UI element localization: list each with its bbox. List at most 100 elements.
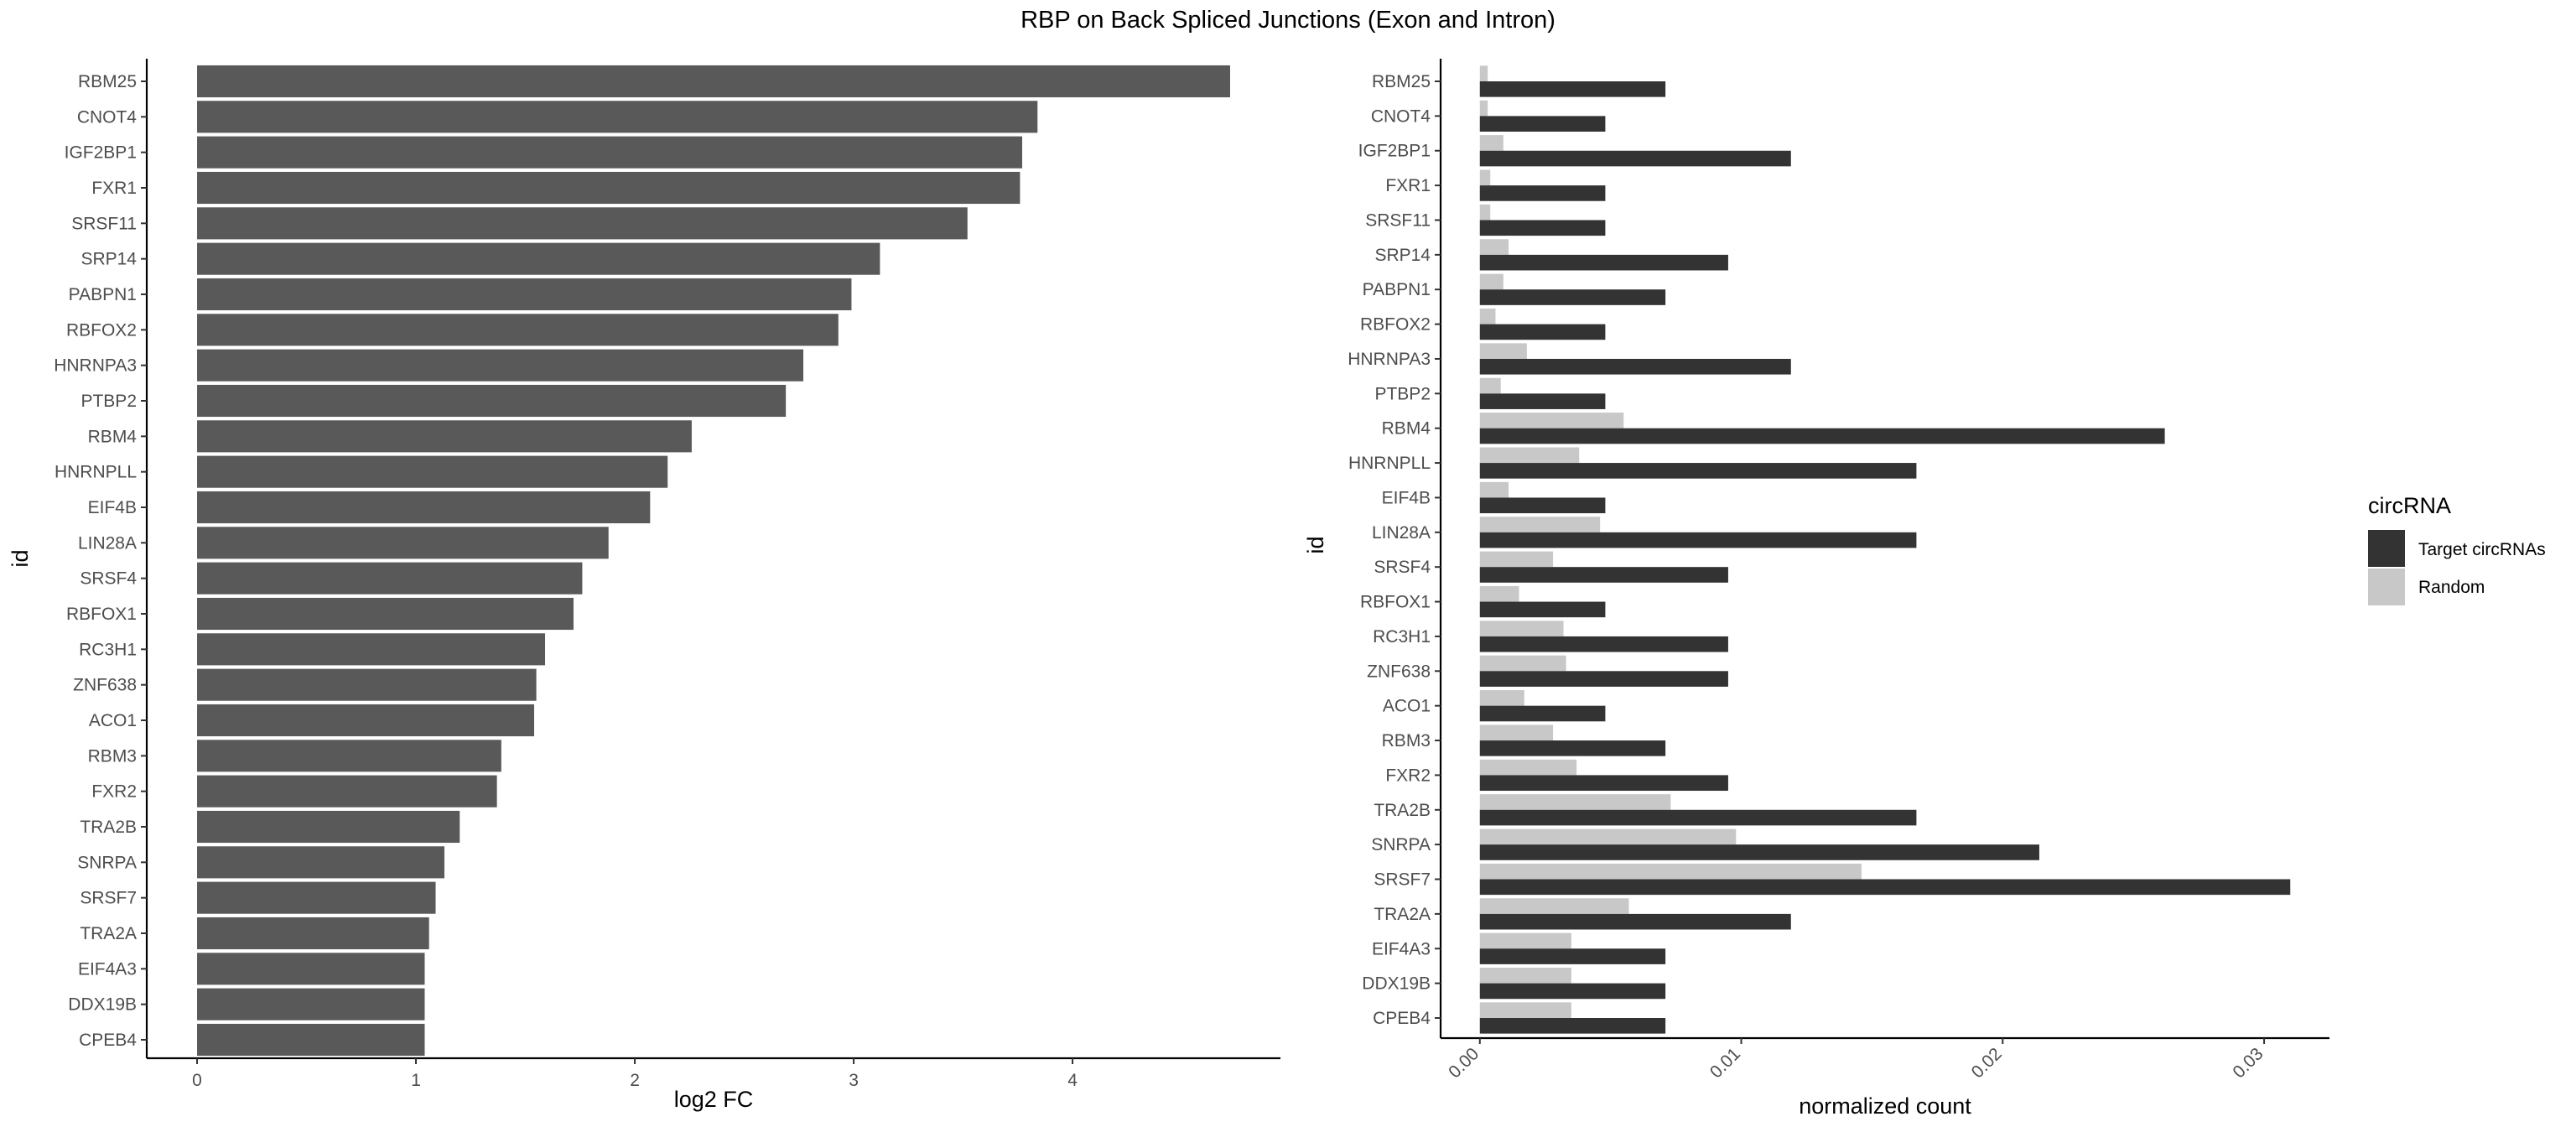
y-tick-label: FXR1 [1385, 176, 1431, 195]
bar-random-znf638 [1479, 655, 1566, 672]
bar-target-srsf4 [1479, 567, 1728, 583]
bar-rbm3 [197, 740, 501, 772]
bar-rbfox1 [197, 597, 574, 631]
x-tick-label: 0.01 [1706, 1044, 1744, 1082]
y-tick-label: EIF4B [88, 498, 137, 517]
right-y-axis-label: id [1303, 536, 1328, 553]
bar-random-eif4b [1479, 481, 1509, 498]
y-tick-label: RBM25 [78, 72, 137, 91]
y-tick-label: ZNF638 [1367, 662, 1431, 681]
bar-snrpa [197, 846, 444, 879]
bar-target-rbm4 [1479, 428, 2165, 444]
x-tick-label: 4 [1067, 1071, 1078, 1090]
y-tick-label: LIN28A [1372, 523, 1431, 543]
y-tick-label: FXR1 [91, 179, 137, 198]
x-tick-label: 2 [630, 1071, 640, 1090]
bar-lin28a [197, 527, 609, 559]
legend-swatch-target [2368, 530, 2405, 567]
y-tick-label: RBFOX2 [66, 320, 137, 340]
bar-fxr2 [197, 775, 497, 808]
y-tick-label: HNRNPA3 [54, 356, 137, 376]
bar-target-rc3h1 [1479, 636, 1728, 652]
bar-cnot4 [197, 101, 1038, 133]
bar-random-ptbp2 [1479, 377, 1501, 394]
bar-target-tra2b [1479, 809, 1917, 826]
bar-random-rc3h1 [1479, 621, 1564, 636]
x-tick-label: 0.03 [2229, 1044, 2267, 1082]
bar-random-rbfox1 [1479, 585, 1519, 602]
bar-tra2b [197, 810, 460, 844]
x-tick-label: 0 [192, 1071, 202, 1090]
y-tick-label: LIN28A [78, 533, 137, 553]
bar-srsf7 [197, 881, 436, 914]
y-tick-label: HNRNPLL [1348, 454, 1431, 473]
y-tick-label: DDX19B [1362, 974, 1431, 994]
y-tick-label: RBM25 [1372, 72, 1431, 91]
bar-rbfox2 [197, 314, 839, 346]
bar-random-lin28a [1479, 517, 1601, 532]
bar-random-ddx19b [1479, 968, 1571, 984]
bar-random-cnot4 [1479, 100, 1488, 117]
bar-srp14 [197, 242, 880, 275]
left-panel: RBM25 CNOT4 IGF2BP1 FXR1 SRSF11 SRP14 PABPN1 RB… [8, 59, 1280, 1112]
bar-fxr1 [197, 171, 1021, 205]
legend-title: circRNA [2368, 493, 2451, 518]
bar-srsf4 [197, 562, 583, 595]
bar-random-rbfox2 [1479, 308, 1496, 325]
bar-random-rbm25 [1479, 65, 1488, 81]
bar-srsf11 [197, 207, 968, 240]
y-tick-label: SRSF4 [80, 569, 137, 589]
bar-random-tra2b [1479, 794, 1671, 810]
bar-target-srsf7 [1479, 879, 2291, 896]
y-tick-label: FXR2 [1385, 766, 1431, 785]
x-tick-label: 3 [849, 1071, 859, 1090]
y-tick-label: SNRPA [77, 853, 137, 872]
bar-eif4b [197, 491, 651, 524]
bar-target-srp14 [1479, 254, 1728, 271]
y-tick-label: RC3H1 [79, 640, 137, 659]
bar-random-rbm3 [1479, 724, 1554, 741]
bar-random-pabpn1 [1479, 273, 1504, 290]
y-tick-label: TRA2A [80, 924, 137, 943]
bar-target-lin28a [1479, 532, 1917, 548]
bar-target-igf2bp1 [1479, 150, 1791, 167]
x-tick-label: 0.02 [1968, 1044, 2006, 1082]
bar-znf638 [197, 668, 537, 701]
y-tick-label: FXR2 [91, 782, 137, 802]
left-x-axis-label: log2 FC [674, 1087, 754, 1112]
right-x-axis-label: normalized count [1799, 1093, 1971, 1119]
y-tick-label: EIF4A3 [1372, 939, 1431, 958]
bar-target-cnot4 [1479, 116, 1606, 132]
bar-random-igf2bp1 [1479, 135, 1504, 151]
bar-random-hnrnpll [1479, 447, 1580, 464]
bar-random-srp14 [1479, 239, 1509, 255]
bar-random-fxr1 [1479, 169, 1491, 186]
bar-target-ptbp2 [1479, 393, 1606, 409]
y-tick-label: SRSF4 [1374, 558, 1431, 577]
x-tick-label: 0.00 [1445, 1044, 1483, 1082]
bar-random-srsf11 [1479, 204, 1491, 221]
y-tick-label: RBFOX1 [1360, 593, 1431, 612]
y-tick-label: PABPN1 [1363, 280, 1431, 299]
bar-random-rbm4 [1479, 413, 1624, 428]
y-tick-label: ACO1 [89, 711, 137, 730]
y-tick-label: DDX19B [68, 995, 137, 1015]
y-tick-label: EIF4B [1382, 488, 1431, 507]
y-tick-label: SRSF11 [71, 214, 137, 233]
y-tick-label: CPEB4 [1373, 1009, 1431, 1028]
bar-random-fxr2 [1479, 759, 1577, 776]
bar-eif4a3 [197, 953, 425, 985]
bar-target-rbm3 [1479, 740, 1666, 756]
bar-target-pabpn1 [1479, 289, 1666, 305]
chart-title: RBP on Back Spliced Junctions (Exon and … [1021, 7, 1555, 34]
bar-tra2a [197, 917, 429, 950]
bar-hnrnpa3 [197, 349, 804, 382]
bar-target-rbfox2 [1479, 324, 1606, 340]
bar-rc3h1 [197, 633, 546, 666]
y-tick-label: SRP14 [1374, 246, 1431, 265]
y-tick-label: SRSF11 [1365, 210, 1431, 230]
bar-target-znf638 [1479, 671, 1728, 687]
bar-target-tra2a [1479, 913, 1791, 930]
bar-target-eif4b [1479, 497, 1606, 514]
